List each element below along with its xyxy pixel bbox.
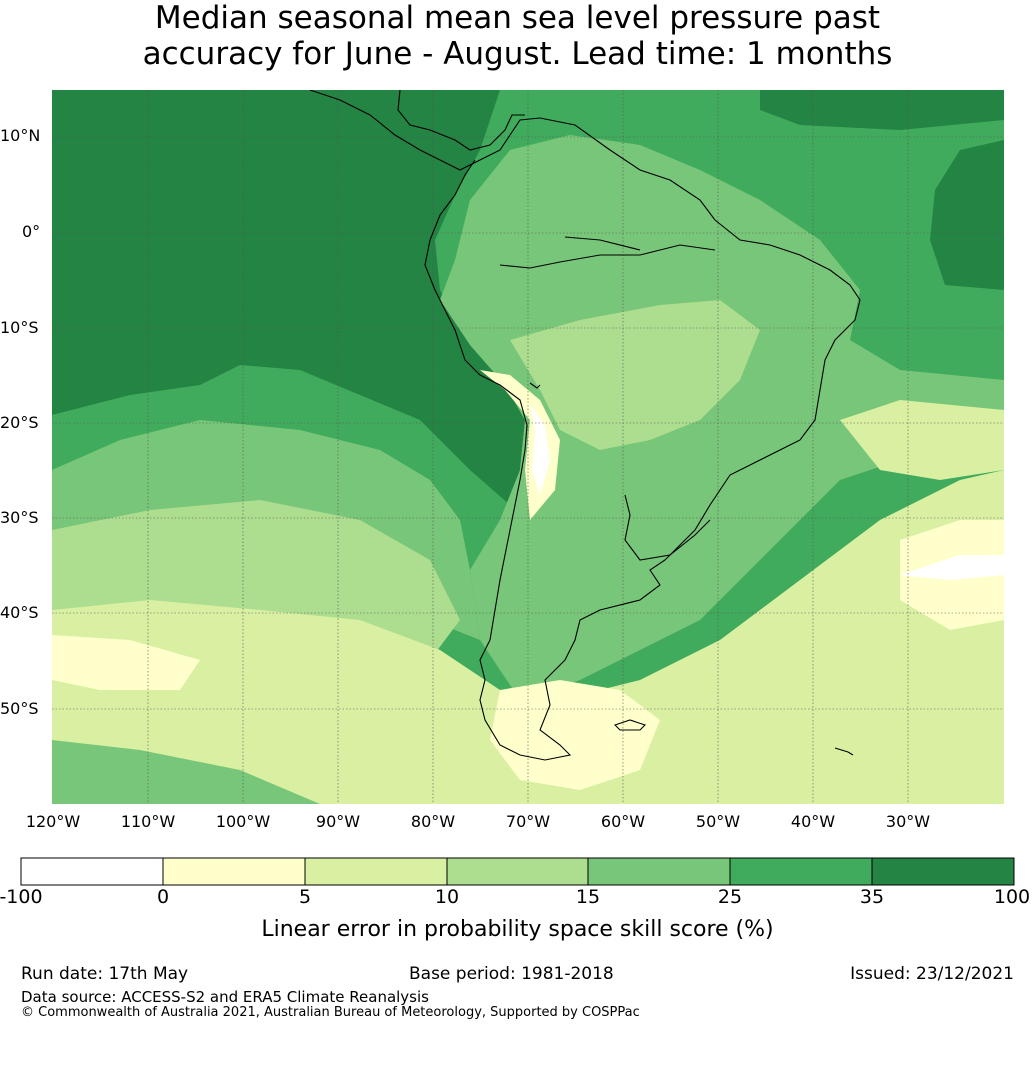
- skill-region-35-100-northatlantic: [760, 90, 1004, 130]
- colorbar-segment-5-10: [305, 858, 447, 885]
- colorbar: [20, 857, 1015, 886]
- skill-region-5-10-atlantic: [840, 400, 1004, 480]
- colorbar-frame: [20, 857, 1015, 886]
- coastline-south-america: [424, 117, 861, 761]
- colorbar-segment-25-35: [730, 858, 872, 885]
- lon-label-40w: 40°W: [790, 812, 836, 831]
- lat-label-0: 0°: [22, 222, 41, 241]
- skill-region-35-100-pacific: [52, 90, 525, 505]
- colorbar-tick-5: 5: [298, 886, 312, 908]
- skill-region-35-100-eastatlantic: [930, 140, 1004, 290]
- colorbar-tick-15: 15: [575, 886, 601, 908]
- coastline-amazon-north: [564, 236, 641, 251]
- lon-label-90w: 90°W: [315, 812, 361, 831]
- colorbar-segment-10-15: [447, 858, 588, 885]
- coastline-falklands: [613, 719, 647, 731]
- colorbar-segment-0-5: [163, 858, 305, 885]
- colorbar-dividers: [162, 858, 873, 885]
- coastline-amazon: [499, 244, 716, 269]
- colorbar-segment-35-100: [872, 858, 1014, 885]
- lat-label-30s: 30°S: [0, 508, 39, 527]
- skill-region-neg-atlantic: [900, 555, 1004, 580]
- lat-label-10s: 10°S: [0, 318, 39, 337]
- lon-label-70w: 70°W: [505, 812, 551, 831]
- lon-label-120w: 120°W: [25, 812, 81, 831]
- coastline: [309, 90, 861, 761]
- skill-region-neg-andes: [530, 405, 550, 495]
- skill-field: [52, 90, 1004, 804]
- lon-label-50w: 50°W: [695, 812, 741, 831]
- colorbar-segment-15-25: [588, 858, 730, 885]
- colorbar-tick-10: 10: [434, 886, 460, 908]
- colorbar-tick-25: 25: [717, 886, 743, 908]
- colorbar-segment-neg: [21, 858, 163, 885]
- title-line-1: Median seasonal mean sea level pressure …: [154, 0, 881, 36]
- coastline-river-plate: [624, 494, 711, 561]
- coastline-south-georgia: [834, 747, 854, 756]
- lon-label-100w: 100°W: [215, 812, 271, 831]
- skill-region-15-25: [440, 135, 1004, 700]
- lon-label-80w: 80°W: [410, 812, 456, 831]
- coastline-titicaca: [529, 382, 541, 389]
- skill-region-0-5-patagonia: [490, 680, 660, 790]
- run-date: Run date: 17th May: [21, 964, 189, 984]
- title-line-2: accuracy for June - August. Lead time: 1…: [142, 36, 893, 72]
- copyright: © Commonwealth of Australia 2021, Austra…: [21, 1005, 640, 1020]
- colorbar-tick-35: 35: [859, 886, 885, 908]
- colorbar-title: Linear error in probability space skill …: [261, 917, 774, 942]
- coastline-caribbean: [397, 90, 525, 151]
- lat-label-20s: 20°S: [0, 413, 39, 432]
- issued-date: Issued: 23/12/2021: [850, 964, 1014, 984]
- colorbar-tick-100: 100: [993, 886, 1031, 908]
- coastline-central-america: [309, 90, 541, 171]
- skill-region-5-10: [52, 470, 1004, 804]
- base-period: Base period: 1981-2018: [409, 964, 614, 984]
- lon-label-110w: 110°W: [120, 812, 176, 831]
- skill-region-0-5: [52, 635, 200, 690]
- data-source: Data source: ACCESS-S2 and ERA5 Climate …: [21, 988, 429, 1006]
- colorbar-tick-0: 0: [156, 886, 170, 908]
- lon-label-30w: 30°W: [885, 812, 931, 831]
- lat-label-10n: 10°N: [0, 126, 41, 145]
- skill-region-10-15: [510, 300, 760, 450]
- colorbar-tick-neg100: -100: [0, 886, 43, 908]
- lon-label-60w: 60°W: [600, 812, 646, 831]
- chart-title: Median seasonal mean sea level pressure …: [0, 0, 1035, 72]
- lat-label-50s: 50°S: [0, 699, 39, 718]
- lat-label-40s: 40°S: [0, 603, 39, 622]
- graticule: [52, 90, 1004, 804]
